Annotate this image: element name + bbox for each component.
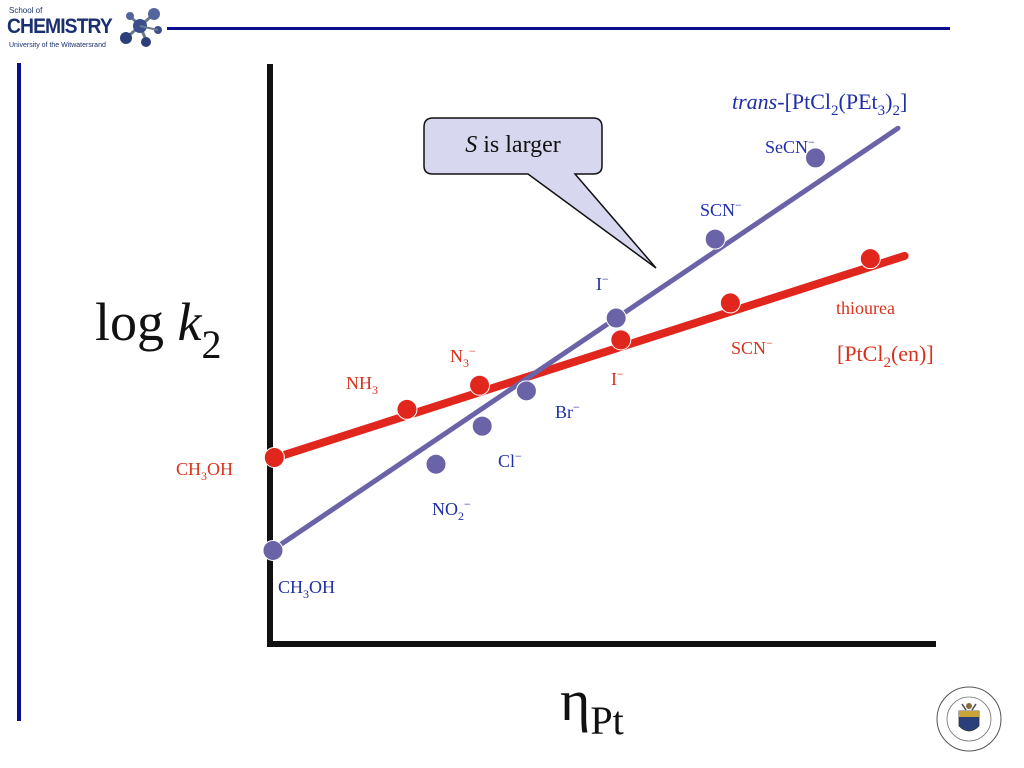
data-point-trans-0 xyxy=(262,539,284,561)
header-rule xyxy=(167,27,950,30)
callout: S is larger xyxy=(423,117,657,269)
data-point-en-0 xyxy=(263,446,285,468)
data-point-en-2 xyxy=(469,374,491,396)
data-point-trans-3 xyxy=(515,380,537,402)
logo-line3: University of the Witwatersrand xyxy=(9,42,106,49)
logo-title: CHEMISTRY xyxy=(7,15,113,38)
label-n3: N3− xyxy=(450,344,476,370)
molecule-icon xyxy=(120,8,162,47)
label-br: Br− xyxy=(555,400,580,422)
label-thiourea: thiourea xyxy=(836,298,895,318)
series-name-en: [PtCl2(en)] xyxy=(837,341,934,371)
data-point-en-1 xyxy=(396,398,418,420)
series-name-trans: trans-[PtCl2(PEt3)2] xyxy=(732,89,907,119)
x-axis-label-main: η xyxy=(560,668,590,733)
data-point-trans-6 xyxy=(805,147,826,169)
label-scn-blue: SCN− xyxy=(700,198,742,220)
data-point-en-4 xyxy=(719,292,741,314)
series-line-en xyxy=(267,251,909,464)
data-point-trans-2 xyxy=(471,415,493,437)
label-i-blue: I− xyxy=(596,272,609,294)
data-point-trans-5 xyxy=(704,228,726,250)
callout-text-rest: is larger xyxy=(477,132,561,158)
label-i-red: I− xyxy=(611,367,624,389)
y-axis-label-k: k xyxy=(178,292,203,352)
callout-text-italic: S xyxy=(465,132,477,158)
school-logo: School of CHEMISTRY University of the Wi… xyxy=(6,6,162,58)
callout-bubble xyxy=(423,117,657,269)
label-en-ch3oh: CH3OH xyxy=(176,459,233,483)
series-line-trans xyxy=(268,125,901,554)
label-nh3: NH3 xyxy=(346,373,378,397)
data-point-en-5 xyxy=(859,248,881,270)
data-point-trans-4 xyxy=(605,307,627,329)
y-axis-label-main: log xyxy=(95,292,178,352)
y-axis-label-sub: 2 xyxy=(201,322,221,367)
x-axis-label: ηPt xyxy=(560,668,624,743)
label-cl: Cl− xyxy=(498,449,522,471)
data-point-trans-1 xyxy=(425,453,447,475)
label-no2: NO2− xyxy=(432,497,471,523)
label-secn: SeCN− xyxy=(765,135,815,157)
logo-line1: School of xyxy=(9,6,43,15)
label-trans-ch3oh: CH3OH xyxy=(278,577,335,601)
left-rule xyxy=(17,63,21,721)
x-axis-label-sub: Pt xyxy=(590,698,623,743)
label-scn-red: SCN− xyxy=(731,336,773,358)
y-axis-label: log k2 xyxy=(95,292,221,367)
callout-text: S is larger xyxy=(465,132,561,158)
data-point-en-3 xyxy=(610,329,632,351)
series-layer xyxy=(262,125,909,561)
university-seal-icon xyxy=(936,686,1002,752)
